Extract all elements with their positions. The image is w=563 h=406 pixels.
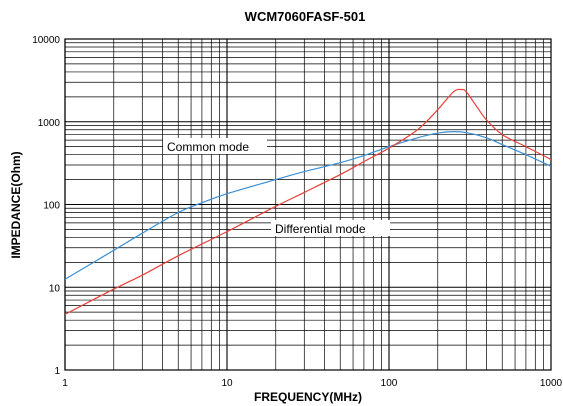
chart-title: WCM7060FASF-501 xyxy=(245,9,366,24)
y-tick-label: 100 xyxy=(43,201,60,212)
common-mode-label-bg xyxy=(163,138,267,154)
common-mode-line xyxy=(64,130,552,280)
x-tick-label: 100 xyxy=(381,378,398,389)
x-tick-label: 1000 xyxy=(540,378,563,389)
x-tick-label: 10 xyxy=(221,378,233,389)
x-tick-labels: 1 10 100 1000 xyxy=(62,378,562,389)
differential-mode-label-bg xyxy=(271,220,390,236)
x-axis-label: FREQUENCY(MHz) xyxy=(254,390,362,404)
common-mode-label: Common mode xyxy=(167,140,249,154)
series-layer xyxy=(64,88,552,315)
y-tick-label: 10 xyxy=(49,283,61,294)
y-tick-labels: 1 10 100 1000 10000 xyxy=(32,35,60,377)
plot-area-frame xyxy=(64,38,552,371)
y-tick-label: 1 xyxy=(54,366,60,377)
x-tick-label: 1 xyxy=(62,378,68,389)
y-axis-label: IMPEDANCE(Ohm) xyxy=(9,151,23,258)
y-tick-label: 10000 xyxy=(32,35,60,46)
differential-mode-label: Differential mode xyxy=(275,222,366,236)
differential-mode-line xyxy=(64,88,552,315)
y-tick-label: 1000 xyxy=(38,118,61,129)
